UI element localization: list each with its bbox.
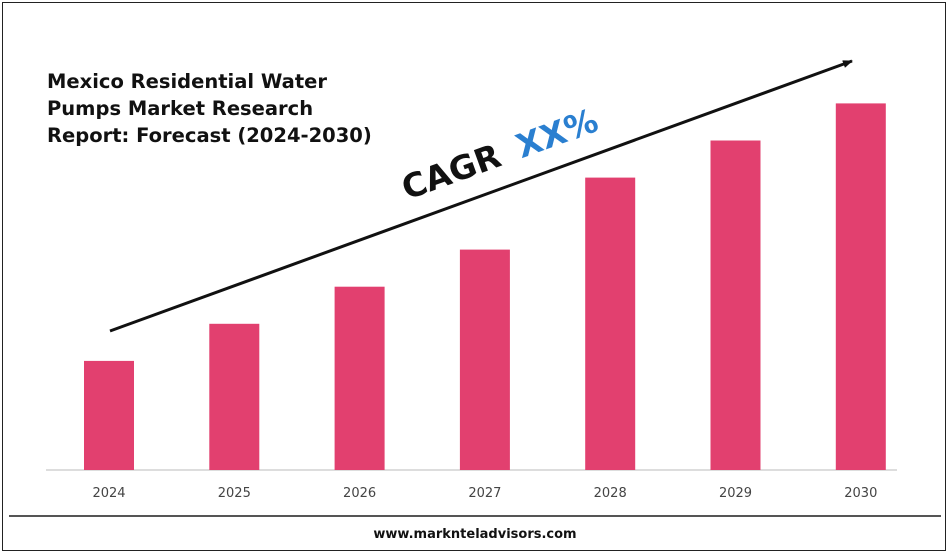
x-tick-label-2030: 2030 [844,486,877,501]
bar-2024 [84,360,134,470]
cagr-label: CAGR [396,136,505,208]
trend-arrow [109,59,853,333]
bar-2027 [459,249,510,470]
x-tick-label-2025: 2025 [218,486,251,501]
title-line-3: Report: Forecast (2024-2030) [47,124,372,147]
footer-website[interactable]: www.marknteladvisors.com [373,527,577,542]
bar-2030 [835,103,886,471]
x-tick-labels: 2024 2025 2026 2027 2028 2029 2030 [92,486,877,501]
bar-2026 [334,286,385,470]
x-tick-label-2028: 2028 [594,486,627,501]
cagr-annotation: CAGR XX% [396,101,603,208]
bar-2028 [585,177,636,470]
footer-divider [9,515,941,517]
bars-group [84,103,886,471]
title-line-2: Pumps Market Research [47,97,314,120]
x-tick-label-2027: 2027 [468,486,501,501]
x-tick-label-2024: 2024 [92,486,125,501]
chart-title: Mexico Residential Water Pumps Market Re… [47,68,377,149]
bar-2029 [710,140,761,470]
title-line-1: Mexico Residential Water [47,70,328,93]
bar-2025 [209,323,260,470]
x-tick-label-2029: 2029 [719,486,752,501]
x-tick-label-2026: 2026 [343,486,376,501]
